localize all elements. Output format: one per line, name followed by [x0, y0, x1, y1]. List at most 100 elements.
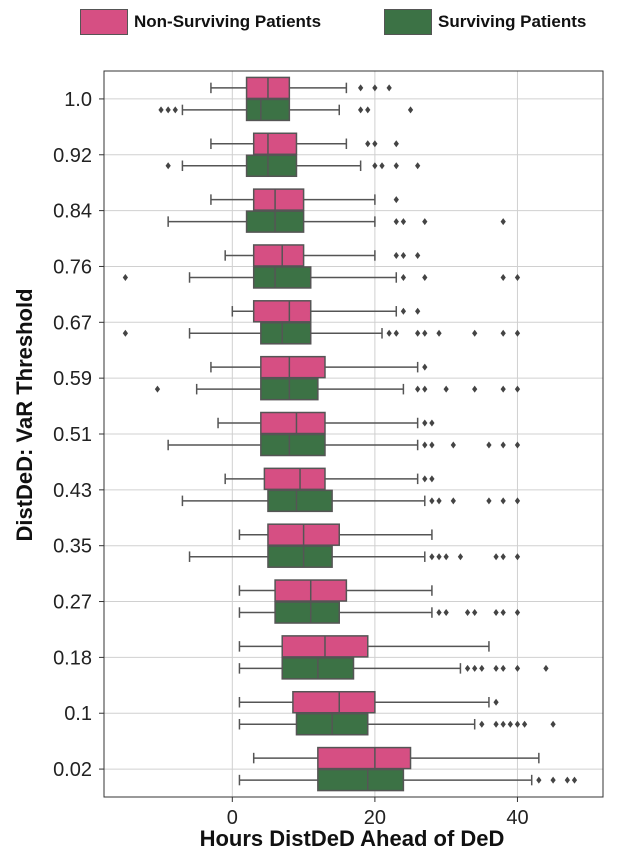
outlier-point	[422, 329, 428, 337]
outlier-point	[543, 664, 549, 672]
outlier-point	[514, 273, 521, 281]
box-non-surviving	[231, 300, 421, 323]
boxes	[122, 76, 578, 792]
outlier-point	[500, 720, 506, 728]
outlier-point	[393, 162, 399, 170]
y-tick-label: 0.1	[64, 703, 92, 725]
box-non-surviving	[210, 355, 428, 379]
outlier-point	[493, 664, 499, 672]
box-surviving	[238, 712, 556, 736]
box-non-surviving	[238, 523, 433, 546]
box-iqr	[252, 266, 312, 289]
y-tick-label: 0.27	[53, 592, 92, 614]
box-surviving	[238, 601, 521, 624]
outlier-point	[429, 553, 435, 561]
outlier-point	[436, 609, 442, 617]
outlier-point	[386, 84, 392, 92]
outlier-point	[400, 218, 407, 226]
box-iqr	[267, 489, 333, 513]
outlier-point	[429, 497, 435, 505]
outlier-point	[450, 441, 456, 449]
legend: Non-Surviving Patients Surviving Patient…	[0, 4, 623, 38]
outlier-point	[500, 664, 506, 672]
box-non-surviving	[224, 467, 435, 491]
outlier-point	[500, 609, 506, 617]
outlier-point	[122, 273, 129, 281]
outlier-point	[393, 140, 399, 148]
outlier-point	[372, 140, 378, 148]
box-iqr	[245, 98, 291, 122]
x-tick-label: 20	[364, 807, 386, 829]
outlier-point	[122, 329, 129, 337]
box-iqr	[317, 768, 405, 792]
outlier-point	[443, 553, 449, 561]
outlier-point	[393, 329, 399, 337]
y-axis-label: DistDeD: VaR Threshold	[12, 288, 37, 541]
outlier-point	[165, 106, 171, 114]
box-iqr	[260, 322, 312, 345]
y-tick-label: 0.51	[53, 424, 92, 446]
outlier-point	[486, 441, 492, 449]
outlier-point	[365, 140, 371, 148]
outlier-point	[393, 196, 399, 204]
box-iqr	[260, 411, 326, 435]
outlier-point	[429, 441, 435, 449]
x-tick-label: 0	[227, 807, 238, 829]
outlier-point	[436, 497, 442, 505]
outlier-point	[429, 419, 435, 427]
outlier-point	[400, 273, 407, 281]
outlier-point	[514, 497, 521, 505]
box-surviving	[181, 489, 521, 513]
outlier-point	[415, 162, 421, 170]
outlier-point	[550, 720, 556, 728]
box-surviving	[165, 154, 421, 178]
outlier-point	[493, 720, 499, 728]
box-iqr	[245, 154, 298, 178]
outlier-point	[479, 664, 485, 672]
box-iqr	[260, 433, 326, 457]
outlier-point	[422, 475, 428, 483]
box-non-surviving	[238, 579, 433, 602]
grid	[104, 71, 603, 797]
outlier-point	[507, 720, 513, 728]
outlier-point	[500, 329, 506, 337]
outlier-point	[415, 251, 421, 259]
box-iqr	[267, 545, 333, 568]
y-tick-label: 0.18	[53, 647, 92, 669]
outlier-point	[550, 776, 556, 784]
y-tick-label: 0.35	[53, 536, 92, 558]
outlier-point	[400, 307, 407, 315]
outlier-point	[521, 720, 528, 728]
box-iqr	[274, 601, 340, 624]
outlier-point	[154, 385, 161, 393]
outlier-point	[514, 441, 521, 449]
y-tick-label: 0.67	[53, 312, 92, 334]
outlier-point	[422, 363, 428, 371]
box-surviving	[154, 377, 521, 401]
outlier-point	[514, 553, 521, 561]
outlier-point	[172, 106, 178, 114]
outlier-point	[422, 218, 428, 226]
outlier-point	[358, 106, 364, 114]
outlier-point	[436, 553, 442, 561]
legend-label-non-surviving: Non-Surviving Patients	[134, 12, 322, 31]
y-tick-label: 0.59	[53, 368, 92, 390]
outlier-point	[500, 441, 506, 449]
outlier-point	[436, 329, 442, 337]
outlier-point	[158, 106, 164, 114]
outlier-point	[493, 609, 499, 617]
outlier-point	[479, 720, 485, 728]
outlier-point	[472, 385, 478, 393]
x-tick-label: 40	[506, 807, 528, 829]
outlier-point	[514, 329, 521, 337]
outlier-point	[407, 106, 414, 114]
y-tick-label: 0.84	[53, 201, 92, 223]
box-iqr	[252, 244, 305, 267]
box-surviving	[167, 210, 506, 233]
outlier-point	[493, 553, 499, 561]
outlier-point	[379, 162, 385, 170]
box-non-surviving	[238, 635, 490, 658]
outlier-point	[500, 497, 506, 505]
outlier-point	[422, 273, 428, 281]
outlier-point	[443, 609, 449, 617]
